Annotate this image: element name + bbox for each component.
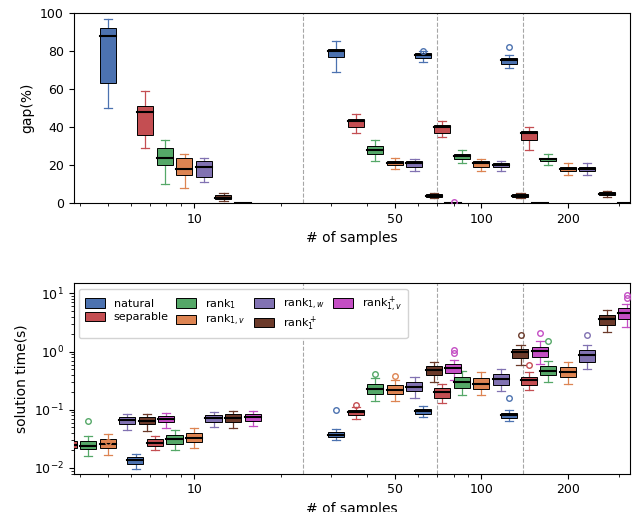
Bar (559, 167, 576, 171)
Bar (127, 457, 143, 464)
Bar (512, 349, 529, 358)
Bar (426, 366, 442, 375)
Bar (80, 441, 96, 449)
Bar (196, 161, 212, 177)
Y-axis label: solution time(s): solution time(s) (14, 324, 28, 433)
Bar (367, 146, 383, 154)
Y-axis label: gap(%): gap(%) (20, 83, 35, 133)
Bar (139, 417, 155, 424)
Bar (454, 154, 470, 159)
Bar (99, 439, 116, 448)
Bar (137, 106, 153, 135)
Bar (501, 58, 517, 64)
Bar (473, 161, 490, 167)
Bar (176, 158, 192, 175)
Bar (415, 53, 431, 58)
Bar (387, 161, 403, 165)
Bar (540, 366, 556, 375)
Bar (598, 315, 615, 325)
Bar (147, 439, 163, 446)
Bar (186, 433, 202, 442)
Bar (415, 409, 431, 414)
Bar (41, 459, 57, 465)
Bar (367, 384, 383, 394)
Bar (579, 167, 595, 171)
Bar (158, 416, 174, 422)
Bar (119, 417, 135, 424)
Bar (328, 49, 344, 57)
Bar (532, 347, 548, 357)
Bar (348, 119, 364, 127)
Bar (244, 414, 260, 421)
Bar (205, 415, 221, 422)
Bar (426, 194, 442, 197)
Bar (454, 377, 470, 388)
Legend: natural, separable, rank$_1$, rank$_{1,v}$, rank$_{1,w}$, rank$_1^+$, rank$_{1,v: natural, separable, rank$_1$, rank$_{1,v… (79, 289, 408, 338)
Bar (99, 28, 116, 83)
Bar (501, 413, 517, 418)
Bar (473, 378, 490, 389)
Bar (493, 374, 509, 385)
Bar (166, 435, 182, 444)
Bar (60, 441, 77, 448)
Bar (559, 367, 576, 377)
Bar (328, 432, 344, 437)
X-axis label: # of samples: # of samples (306, 502, 398, 512)
Bar (520, 131, 537, 140)
Bar (618, 308, 634, 319)
Bar (598, 192, 615, 195)
Bar (445, 364, 461, 373)
Bar (434, 388, 450, 398)
Bar (225, 415, 241, 422)
Bar (520, 377, 537, 385)
Bar (387, 385, 403, 394)
Bar (540, 158, 556, 161)
Bar (579, 350, 595, 362)
Bar (348, 410, 364, 415)
Bar (215, 195, 232, 199)
Bar (406, 382, 422, 391)
Bar (406, 161, 422, 167)
Bar (434, 125, 450, 133)
Bar (493, 163, 509, 167)
Bar (512, 194, 529, 197)
Bar (157, 148, 173, 165)
X-axis label: # of samples: # of samples (306, 231, 398, 245)
